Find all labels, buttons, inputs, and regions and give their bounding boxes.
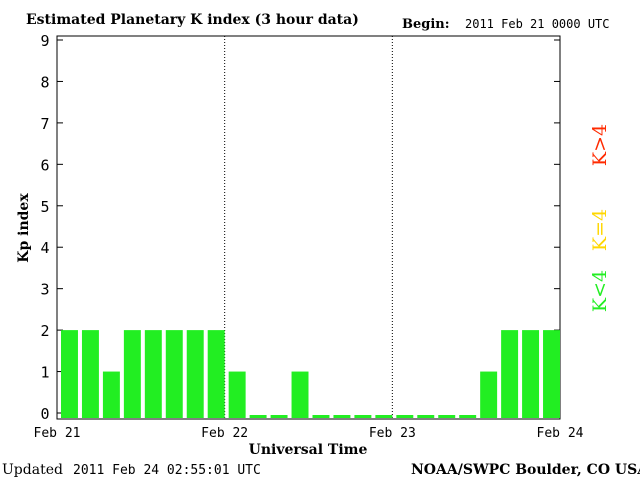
begin-label: Begin:: [402, 17, 450, 32]
kp-bar: [501, 330, 519, 418]
x-tick-label: Feb 22: [201, 426, 248, 441]
y-tick-label: 7: [40, 115, 49, 133]
kp-bar: [228, 371, 246, 418]
kp-bar: [207, 330, 225, 418]
kp-bar: [81, 330, 99, 418]
kp-bar: [165, 330, 183, 418]
updated-label: Updated: [2, 462, 63, 478]
x-tick-label: Feb 21: [34, 426, 81, 441]
y-tick-label: 1: [40, 364, 49, 382]
kp-bar: [543, 330, 560, 418]
x-tick-label: Feb 23: [369, 426, 416, 441]
legend-item: K=4: [589, 209, 611, 251]
y-tick-label: 8: [40, 73, 49, 91]
updated-value: 2011 Feb 24 02:55:01 UTC: [73, 463, 261, 478]
kp-bar: [438, 415, 456, 418]
kp-bar: [396, 415, 414, 418]
begin-value: 2011 Feb 21 0000 UTC: [465, 17, 610, 31]
kp-bar: [291, 371, 309, 418]
y-tick-label: 5: [40, 198, 49, 216]
kp-bar: [522, 330, 540, 418]
y-tick-label: 2: [40, 322, 49, 340]
y-axis-ticks: 0 1 2 3 4 5 6 7 8 9: [40, 32, 560, 423]
kp-bar: [102, 371, 120, 418]
kp-bar: [375, 415, 393, 418]
bar-series: [61, 330, 560, 418]
day-separators: [224, 36, 393, 419]
x-tick-label: Feb 24: [537, 426, 584, 441]
y-axis-label: Kp index: [16, 193, 32, 263]
kp-bar: [312, 415, 330, 418]
kp-bar: [144, 330, 162, 418]
y-tick-label: 9: [40, 32, 49, 50]
source-label: NOAA/SWPC Boulder, CO USA: [411, 462, 640, 478]
kp-bar: [61, 330, 78, 418]
y-tick-label: 0: [40, 405, 49, 423]
kp-bar: [333, 415, 351, 418]
legend-item: K<4: [589, 270, 611, 312]
kp-bar: [417, 415, 435, 418]
kp-bar: [480, 371, 498, 418]
y-tick-label: 3: [40, 281, 49, 299]
x-axis-ticks: Feb 21 Feb 22 Feb 23 Feb 24: [34, 426, 584, 441]
kp-bar: [249, 415, 267, 418]
legend-item: K>4: [589, 124, 611, 166]
y-tick-label: 4: [40, 239, 49, 257]
chart-title: Estimated Planetary K index (3 hour data…: [26, 12, 359, 28]
kp-bar: [354, 415, 372, 418]
y-tick-label: 6: [40, 156, 49, 174]
kp-bar: [270, 415, 288, 418]
kp-legend: K>4 K=4 K<4: [589, 124, 611, 312]
kp-bar: [123, 330, 141, 418]
kp-bar: [186, 330, 204, 418]
kp-bar: [459, 415, 477, 418]
x-axis-label: Universal Time: [249, 442, 368, 458]
